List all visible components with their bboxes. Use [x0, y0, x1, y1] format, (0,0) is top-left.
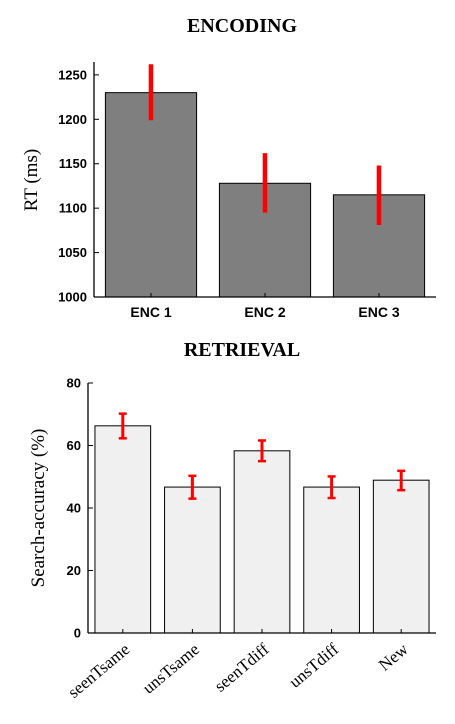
- encoding-y-tick-label: 1150: [59, 156, 87, 171]
- retrieval-y-axis-label: Search-accuracy (%): [28, 429, 49, 588]
- retrieval-plot-area: 0 20 40 60 80 seenTsame unsTsame seenTdiff unsTd…: [64, 376, 436, 702]
- encoding-x-tick-label: ENC 1: [130, 304, 171, 320]
- encoding-y-tick-label: 1100: [59, 201, 87, 216]
- encoding-x-tick-label: ENC 3: [358, 304, 399, 320]
- retrieval-bar: [372, 479, 430, 634]
- encoding-chart: ENCODING RT (ms) 1000 1050 1100 1150 1200 125…: [21, 15, 436, 320]
- encoding-y-tick-label: 1000: [58, 290, 87, 305]
- encoding-plot-area: 1000 1050 1100 1150 1200 1250 ENC 1 ENC 2 ENC 3: [58, 62, 436, 320]
- retrieval-y-tick-label: 80: [67, 376, 81, 391]
- retrieval-y-tick-label: 20: [67, 563, 81, 578]
- encoding-y-tick-label: 1250: [58, 67, 87, 82]
- retrieval-title: RETRIEVAL: [184, 339, 300, 361]
- retrieval-bar: [303, 486, 360, 634]
- retrieval-bar: [233, 450, 291, 634]
- retrieval-x-tick-label: seenTdiff: [211, 639, 273, 695]
- encoding-y-tick-label: 1200: [58, 112, 87, 127]
- retrieval-x-tick-label: New: [375, 639, 412, 675]
- encoding-x-tick-label: ENC 2: [244, 304, 285, 320]
- retrieval-chart: RETRIEVAL Search-accuracy (%) 0 20 40 60 80 s…: [28, 339, 436, 702]
- encoding-y-tick-label: 1050: [58, 245, 87, 260]
- encoding-bar: [104, 92, 198, 298]
- retrieval-x-tick-label: unsTsame: [139, 640, 203, 698]
- encoding-y-axis-label: RT (ms): [21, 149, 42, 211]
- retrieval-bar: [164, 486, 221, 634]
- retrieval-y-tick-label: 40: [67, 501, 81, 516]
- retrieval-x-tick-label: unsTdiff: [285, 639, 342, 691]
- encoding-title: ENCODING: [187, 15, 297, 37]
- retrieval-y-tick-label: 0: [74, 626, 81, 641]
- retrieval-y-tick-label: 60: [67, 438, 81, 453]
- retrieval-x-tick-label: seenTsame: [64, 640, 133, 702]
- retrieval-bar: [94, 425, 152, 634]
